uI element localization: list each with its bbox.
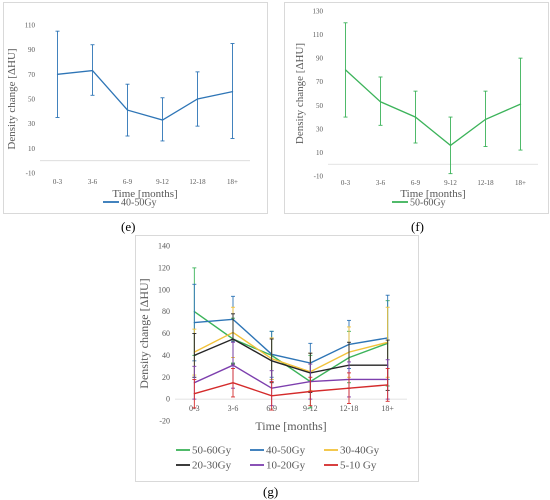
y-tick-label: 110 (25, 22, 36, 30)
data-point (271, 360, 273, 362)
x-tick-label: 9-12 (156, 178, 169, 186)
y-axis-title: Density change [ΔHU] (137, 278, 151, 388)
y-tick-label: 60 (162, 329, 170, 338)
series-line (194, 381, 388, 397)
y-tick-label: -20 (159, 417, 170, 426)
series-line (345, 69, 521, 147)
data-point (414, 116, 417, 118)
y-tick-label: 70 (316, 78, 324, 86)
y-tick-label: 140 (158, 242, 170, 251)
data-point (232, 382, 234, 384)
y-tick-label: 110 (313, 31, 324, 39)
legend-label: 30-40Gy (340, 445, 380, 457)
data-point (379, 101, 382, 103)
series-line (193, 331, 388, 373)
x-tick-label: 18+ (227, 178, 238, 186)
data-point (193, 321, 195, 324)
x-tick-label: 0-3 (189, 404, 200, 413)
y-tick-label: 90 (316, 55, 324, 63)
y-tick-label: 100 (158, 285, 170, 294)
x-tick-label: 3-6 (88, 178, 98, 186)
series-line (193, 311, 388, 383)
y-tick-label: 120 (158, 263, 170, 272)
y-tick-label: 10 (28, 145, 36, 153)
x-tick-label: 18+ (515, 179, 526, 187)
legend-label: 5-10 Gy (340, 460, 377, 472)
panel-label-f: (f) (411, 219, 424, 234)
x-axis-title: Time [months] (400, 188, 465, 200)
data-point (344, 69, 347, 71)
x-tick-label: 12-18 (340, 404, 359, 413)
x-tick-label: 6-9 (411, 179, 421, 187)
data-point (348, 387, 350, 389)
x-tick-label: 18+ (381, 404, 394, 413)
x-tick-label: 0-3 (341, 179, 351, 187)
y-tick-label: 20 (162, 373, 170, 382)
data-point (91, 70, 94, 72)
series-line (194, 364, 388, 389)
legend-label: 50-60Gy (192, 445, 232, 457)
series-line (57, 69, 233, 121)
data-point (271, 395, 273, 397)
x-tick-label: 6-9 (123, 178, 133, 186)
x-tick-label: 9-12 (303, 404, 318, 413)
data-point (449, 144, 452, 146)
y-tick-label: 50 (28, 96, 36, 104)
data-point (56, 73, 59, 75)
y-tick-label: 50 (316, 102, 324, 110)
data-point (196, 98, 199, 100)
y-tick-label: -10 (26, 170, 36, 178)
x-tick-label: 3-6 (376, 179, 386, 187)
y-tick-label: 30 (316, 125, 324, 133)
panel-label-e: (e) (121, 219, 136, 234)
data-point (232, 364, 234, 366)
y-tick-label: 30 (28, 120, 36, 128)
legend-label: 50-60Gy (410, 198, 446, 209)
panel-label-g: (g) (263, 484, 279, 499)
data-point (232, 338, 234, 340)
y-tick-label: 0 (166, 395, 170, 404)
data-point (193, 354, 195, 356)
y-axis-title: Density change [ΔHU] (294, 43, 306, 144)
legend-label: 40-50Gy (266, 445, 306, 457)
x-axis-title: Time [months] (255, 419, 326, 433)
x-tick-label: 0-3 (53, 178, 63, 186)
x-tick-label: 3-6 (228, 404, 239, 413)
x-axis-title: Time [months] (112, 188, 177, 200)
chart-panel-e-frame (3, 2, 268, 214)
legend-label: 40-50Gy (121, 198, 157, 209)
chart-panel-f-frame (284, 2, 549, 214)
y-tick-label: 70 (28, 71, 36, 79)
data-point (309, 390, 311, 393)
y-tick-label: -10 (314, 173, 324, 181)
data-point (126, 109, 129, 111)
y-tick-label: 80 (162, 307, 170, 316)
legend-label: 20-30Gy (192, 460, 232, 472)
data-point (231, 91, 234, 93)
x-tick-label: 9-12 (444, 179, 457, 187)
x-tick-label: 12-18 (189, 178, 206, 186)
series-line (194, 338, 388, 374)
data-point (484, 118, 487, 121)
data-point (161, 119, 164, 121)
y-axis-title: Density change [ΔHU] (6, 48, 18, 149)
data-point (519, 103, 522, 105)
y-tick-label: 10 (316, 149, 324, 157)
x-tick-label: 12-18 (477, 179, 494, 187)
series-line (194, 318, 388, 364)
y-tick-label: 130 (313, 8, 324, 16)
data-point (387, 384, 389, 386)
legend-label: 10-20Gy (266, 460, 306, 472)
y-tick-label: 90 (28, 46, 36, 54)
y-tick-label: 40 (162, 351, 170, 360)
data-point (193, 393, 195, 395)
